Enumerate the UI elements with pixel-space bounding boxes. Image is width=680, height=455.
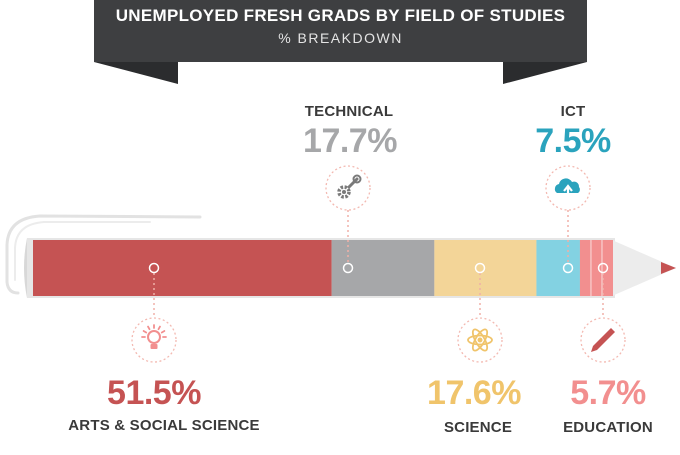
value-label-ict: 7.5% — [535, 122, 611, 160]
bar-segment-technical — [331, 240, 435, 296]
title-banner: UNEMPLOYED FRESH GRADS BY FIELD OF STUDI… — [94, 0, 587, 62]
value-label-technical: 17.7% — [303, 122, 397, 160]
icon-circle-arts — [131, 317, 177, 363]
pencil-end — [24, 238, 27, 298]
pencil-lead — [661, 262, 676, 274]
value-label-education: 5.7% — [570, 374, 646, 412]
pencil-icon — [591, 328, 615, 352]
connector-dot-arts — [148, 262, 160, 274]
value-label-science: 17.6% — [427, 374, 521, 412]
category-label-ict: ICT — [560, 103, 586, 120]
chart-subtitle: % BREAKDOWN — [278, 30, 403, 46]
atom-icon — [467, 328, 493, 352]
cloud-upload-icon — [554, 178, 580, 197]
pencil-tip — [612, 240, 676, 296]
connector-dot-science — [474, 262, 486, 274]
lightbulb-icon — [141, 324, 167, 349]
connector-dot-technical — [342, 262, 354, 274]
connector-dot-education — [597, 262, 609, 274]
category-label-science: SCIENCE — [443, 419, 513, 436]
bar-segment-ict — [536, 240, 580, 296]
gear-wrench-icon — [337, 174, 362, 199]
pencil-clip-icon — [5, 214, 202, 295]
banner-fold-right — [503, 62, 587, 84]
connector-dot-ict — [562, 262, 574, 274]
value-label-arts: 51.5% — [107, 374, 201, 412]
chart-title: UNEMPLOYED FRESH GRADS BY FIELD OF STUDI… — [115, 6, 566, 25]
category-label-technical: TECHNICAL — [304, 103, 394, 120]
bar-segment-science — [434, 240, 537, 296]
bar-segment-arts — [33, 240, 332, 296]
banner-fold-left — [94, 62, 178, 84]
category-label-arts: ARTS & SOCIAL SCIENCE — [68, 417, 260, 434]
pencil-clip-inner — [14, 221, 151, 281]
category-label-education: EDUCATION — [563, 419, 653, 436]
